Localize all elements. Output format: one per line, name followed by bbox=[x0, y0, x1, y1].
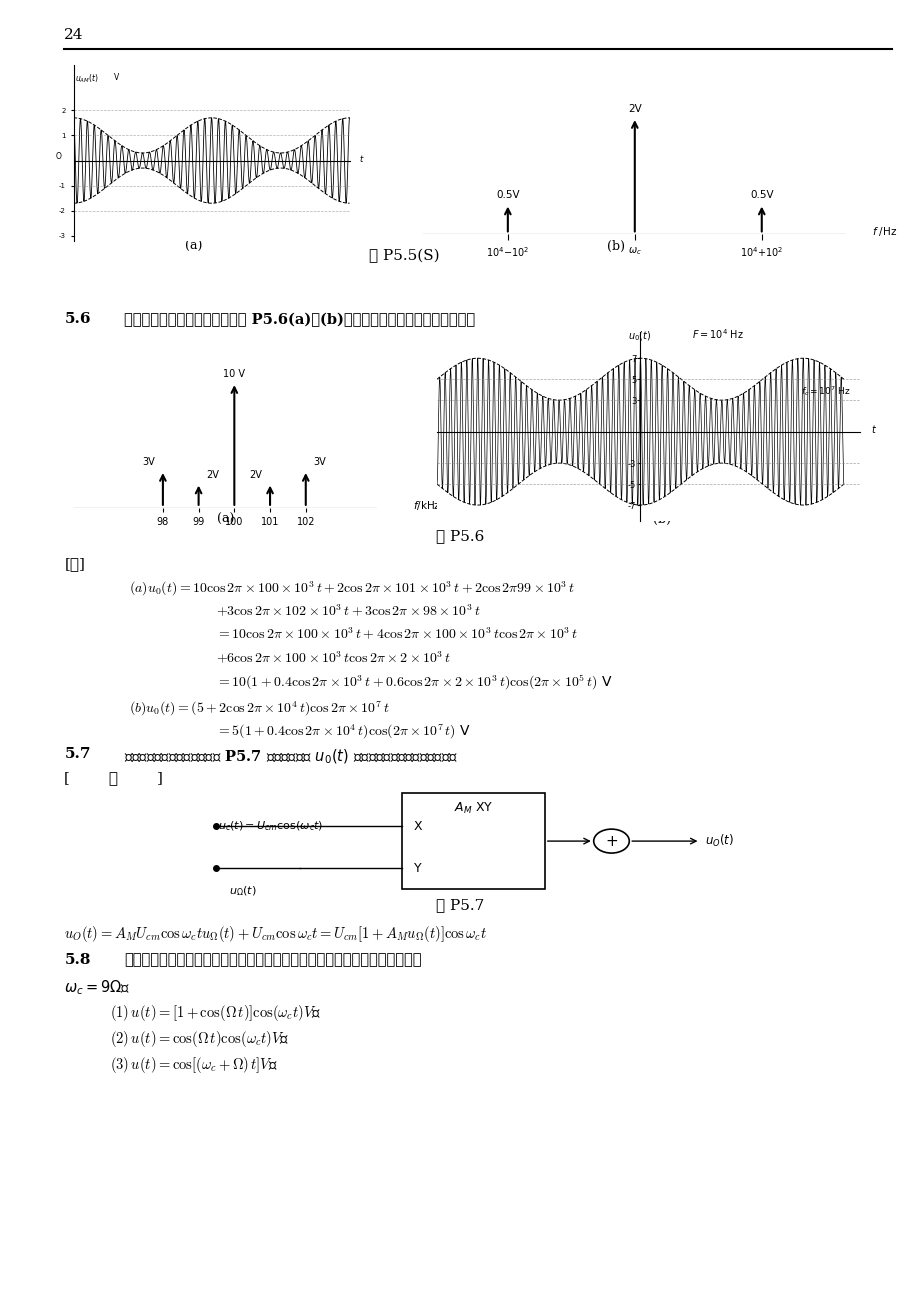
Text: (a): (a) bbox=[185, 240, 201, 253]
Text: X: X bbox=[414, 820, 422, 832]
Text: $(a)u_0(t) = 10\cos 2\pi \times 100\times 10^3\, t + 2\cos 2\pi \times 101\times: $(a)u_0(t) = 10\cos 2\pi \times 100\time… bbox=[129, 579, 574, 598]
Text: $u_0(t)$: $u_0(t)$ bbox=[627, 329, 650, 344]
Text: 0.5V: 0.5V bbox=[749, 190, 773, 201]
Text: $(1)\, u(t) = [1 + \cos(\Omega\, t)]\cos(\omega_c t)V$；: $(1)\, u(t) = [1 + \cos(\Omega\, t)]\cos… bbox=[110, 1003, 322, 1022]
Text: $t$: $t$ bbox=[869, 423, 876, 435]
Text: $A_M$ XY: $A_M$ XY bbox=[453, 801, 493, 816]
Text: $= 10\cos 2\pi \times 100\times 10^3\, t + 4\cos 2\pi \times 100\times 10^3\, t\: $= 10\cos 2\pi \times 100\times 10^3\, t… bbox=[216, 626, 577, 642]
Text: $(3)\, u(t) = \cos[(\omega_c + \Omega)\, t]V$；: $(3)\, u(t) = \cos[(\omega_c + \Omega)\,… bbox=[110, 1055, 278, 1074]
Text: $f_c = 10^7$ Hz: $f_c = 10^7$ Hz bbox=[800, 384, 850, 398]
Text: 2V: 2V bbox=[249, 470, 262, 479]
Bar bbox=[402, 793, 544, 889]
Text: 图 P5.6: 图 P5.6 bbox=[436, 530, 483, 543]
Text: 5.6: 5.6 bbox=[64, 312, 91, 327]
Text: O: O bbox=[56, 152, 62, 161]
Text: 5.7: 5.7 bbox=[64, 747, 91, 762]
Text: Y: Y bbox=[414, 862, 421, 875]
Text: $\omega_c = 9\Omega$）: $\omega_c = 9\Omega$） bbox=[64, 978, 130, 996]
Text: 2V: 2V bbox=[206, 470, 219, 479]
Text: 5.8: 5.8 bbox=[64, 953, 91, 967]
Text: 图 P5.5(S): 图 P5.5(S) bbox=[369, 249, 439, 263]
Text: V: V bbox=[114, 73, 119, 82]
Text: $(b)u_0(t) = (5 + 2\cos 2\pi \times 10^4\, t)\cos 2\pi \times 10^7\, t$: $(b)u_0(t) = (5 + 2\cos 2\pi \times 10^4… bbox=[129, 699, 389, 717]
Text: (a): (a) bbox=[217, 513, 233, 526]
Text: $f$ /Hz: $f$ /Hz bbox=[871, 225, 896, 238]
Text: 3V: 3V bbox=[142, 457, 154, 467]
Text: 2V: 2V bbox=[628, 104, 641, 113]
Text: 试分别画出下列电压表示式的波形和频谱图，并说明它们各为何种信号。（令: 试分别画出下列电压表示式的波形和频谱图，并说明它们各为何种信号。（令 bbox=[124, 953, 421, 967]
Text: 10 V: 10 V bbox=[223, 370, 245, 379]
Text: $= 10(1 + 0.4\cos 2\pi \times 10^3\, t + 0.6\cos 2\pi \times 2\times 10^3\, t)\c: $= 10(1 + 0.4\cos 2\pi \times 10^3\, t +… bbox=[216, 673, 612, 693]
Text: $(2)\, u(t) = \cos(\Omega\, t)\cos(\omega_c t)V$；: $(2)\, u(t) = \cos(\Omega\, t)\cos(\omeg… bbox=[110, 1029, 289, 1048]
Text: $t$: $t$ bbox=[359, 152, 365, 164]
Text: 图 P5.7: 图 P5.7 bbox=[436, 898, 483, 911]
Text: 3V: 3V bbox=[313, 457, 326, 467]
Text: $u_c(t) = U_{cm}\cos(\omega_c t)$: $u_c(t) = U_{cm}\cos(\omega_c t)$ bbox=[218, 819, 323, 833]
Text: $+6\cos 2\pi \times 100\times 10^3\, t\cos 2\pi \times 2\times 10^3\, t$: $+6\cos 2\pi \times 100\times 10^3\, t\c… bbox=[216, 650, 451, 665]
Text: (b): (b) bbox=[652, 513, 671, 526]
Text: [解]: [解] bbox=[64, 557, 85, 572]
Text: 24: 24 bbox=[64, 27, 84, 42]
Text: 普通调幅波电路组成模型如图 P5.7 所示，试写出 $u_0(t)$ 表示式、说明调幅的基本原理。: 普通调幅波电路组成模型如图 P5.7 所示，试写出 $u_0(t)$ 表示式、说… bbox=[124, 747, 458, 766]
Text: 0.5V: 0.5V bbox=[495, 190, 519, 201]
Text: $F = 10^4$ Hz: $F = 10^4$ Hz bbox=[691, 328, 743, 341]
Text: $f$/kHz: $f$/kHz bbox=[413, 499, 440, 512]
Text: $u_{AM}(t)$: $u_{AM}(t)$ bbox=[74, 73, 98, 85]
Text: (b): (b) bbox=[607, 240, 625, 253]
Text: 已知调幅波的频谱图和波形如图 P5.6(a)、(b)所示，试分别写出它们的表示式。: 已知调幅波的频谱图和波形如图 P5.6(a)、(b)所示，试分别写出它们的表示式… bbox=[124, 312, 475, 327]
Text: $= 5(1 + 0.4\cos 2\pi \times 10^4\, t)\cos(2\pi \times 10^7\, t)$ V: $= 5(1 + 0.4\cos 2\pi \times 10^4\, t)\c… bbox=[216, 723, 471, 741]
Text: $+3\cos 2\pi \times 102\times 10^3\, t + 3\cos 2\pi \times 98\times 10^3\, t$: $+3\cos 2\pi \times 102\times 10^3\, t +… bbox=[216, 603, 481, 618]
Text: $+$: $+$ bbox=[605, 833, 618, 849]
Text: $u_O(t)$: $u_O(t)$ bbox=[704, 833, 733, 849]
Text: $u_O(t) = A_M U_{cm}\cos\omega_c t u_\Omega(t) + U_{cm}\cos\omega_c t = U_{cm}[1: $u_O(t) = A_M U_{cm}\cos\omega_c t u_\Om… bbox=[64, 924, 487, 944]
Text: [        解        ]: [ 解 ] bbox=[64, 771, 163, 785]
Text: $u_\Omega(t)$: $u_\Omega(t)$ bbox=[229, 884, 255, 898]
